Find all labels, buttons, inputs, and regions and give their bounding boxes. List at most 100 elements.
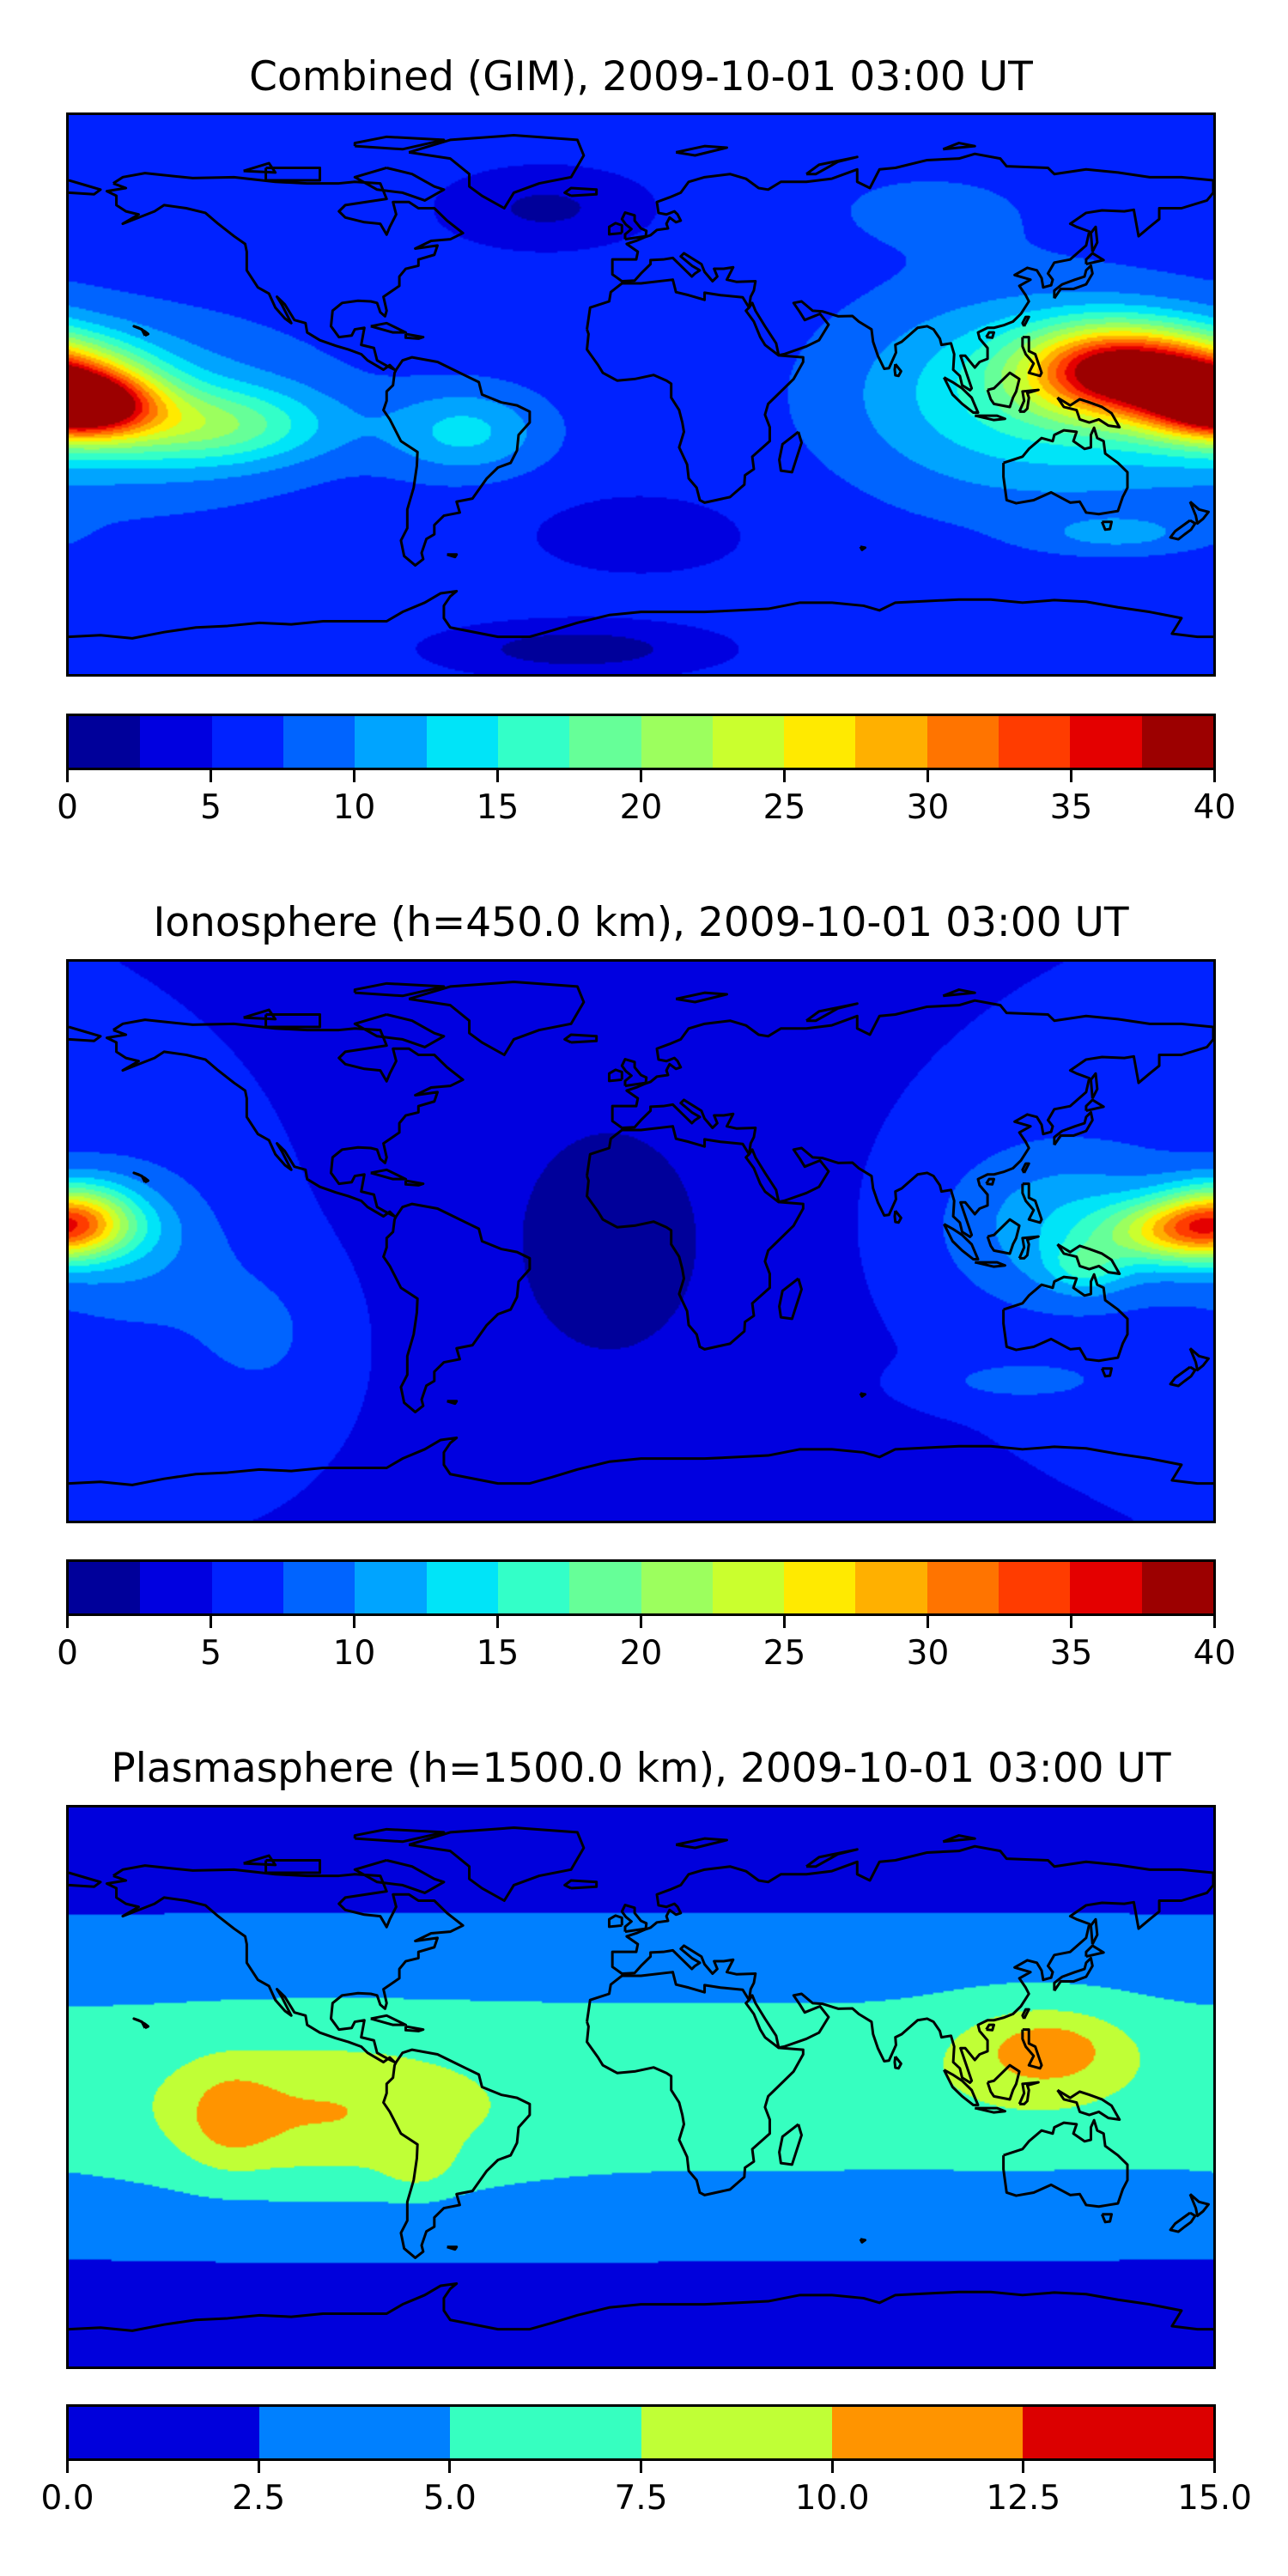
coastline-madagascar <box>780 2124 802 2165</box>
coastline-sakhalin <box>1091 1919 1097 1944</box>
colorbar-tick-label: 15 <box>476 788 519 827</box>
colorbar-tick-mark <box>830 2461 834 2473</box>
coastline-antarctica <box>69 591 1213 638</box>
colorbar-tick-label: 40 <box>1193 788 1236 827</box>
coastline-svalbard <box>676 1838 726 1848</box>
coastline-hokkaido <box>1086 253 1103 264</box>
coastline-new-guinea <box>1058 398 1120 427</box>
colorbar-level-4 <box>831 2407 1023 2458</box>
colorbar-tick-mark <box>496 1616 499 1628</box>
colorbar-tick-mark <box>640 1616 642 1628</box>
colorbar-tick-mark <box>210 1616 212 1628</box>
coastline-greenland <box>409 982 584 1055</box>
colorbar-tick-mark <box>353 770 355 782</box>
coastline-new-guinea <box>1058 2090 1120 2119</box>
coastline-australia <box>1004 428 1127 514</box>
colorbar-tick-label: 35 <box>1049 788 1093 827</box>
coastline-new-guinea <box>1058 1244 1120 1273</box>
coastline-philippines <box>1023 2030 1042 2069</box>
coastline-falklands <box>447 555 457 557</box>
coastline-severnaya <box>943 1836 975 1842</box>
colorbar-tick-mark <box>66 1616 69 1628</box>
colorbar-tick-label: 15.0 <box>1177 2479 1252 2518</box>
colorbar-tick-mark <box>1022 2461 1025 2473</box>
coastline-eurasia <box>612 154 1213 390</box>
colorbar-level-15 <box>1141 716 1213 768</box>
coastline-chukotka <box>69 1873 100 1886</box>
colorbar-tick-mark <box>210 770 212 782</box>
colorbar-level-6 <box>497 1562 570 1613</box>
colorbar-level-10 <box>784 1562 856 1613</box>
colorbar-tick-label: 40 <box>1193 1634 1236 1673</box>
colorbar-tick-mark <box>66 2461 69 2473</box>
colorbar-tick-label: 7.5 <box>614 2479 668 2518</box>
coastline-hawaii <box>134 1173 149 1182</box>
coastline-taiwan <box>1023 2009 1029 2019</box>
coastline-sri-lanka <box>895 2057 901 2069</box>
colorbar-level-0 <box>69 2407 260 2458</box>
colorbar-tick-mark <box>1213 1616 1216 1628</box>
colorbar-level-3 <box>283 1562 355 1613</box>
colorbar-tick-mark <box>448 2461 452 2473</box>
colorbar-level-14 <box>1070 1562 1142 1613</box>
coastline-japan <box>1054 1958 1092 1990</box>
coastline-ireland <box>609 1916 622 1927</box>
coastline-banks <box>244 1010 276 1019</box>
colorbar-level-2 <box>211 1562 283 1613</box>
colorbar-tick-label: 20 <box>619 1634 663 1673</box>
colorbar-level-0 <box>69 716 141 768</box>
coastline-baffin <box>355 1014 444 1047</box>
colorbar-level-2 <box>211 716 283 768</box>
coastline-tasmania <box>1102 2215 1111 2222</box>
colorbar-tick-label: 35 <box>1049 1634 1093 1673</box>
colorbar-level-8 <box>641 716 713 768</box>
colorbar-level-5 <box>1022 2407 1214 2458</box>
coastline-ellesmere <box>355 137 444 149</box>
coastline-antarctica <box>69 2283 1213 2330</box>
colorbar-tick-mark <box>783 1616 786 1628</box>
colorbar-level-0 <box>69 1562 141 1613</box>
coastline-banks <box>244 163 276 173</box>
colorbar-tick-label: 5 <box>200 788 222 827</box>
colorbar-tick-mark <box>927 770 929 782</box>
coastline-new-zealand-south <box>1170 1367 1195 1386</box>
coastline-banks <box>244 1856 276 1865</box>
colorbar-level-12 <box>927 1562 999 1613</box>
coastline-borneo <box>987 1219 1019 1254</box>
coastline-south-america <box>384 1204 530 1412</box>
coastline-baffin <box>355 167 444 200</box>
coastline-novaya-zemlya <box>806 157 857 174</box>
coastline-taiwan <box>1023 1163 1029 1173</box>
coastline-antarctica <box>69 1437 1213 1485</box>
colorbar-level-7 <box>569 716 641 768</box>
coastline-sakhalin <box>1091 1073 1097 1098</box>
colorbar-level-8 <box>641 1562 713 1613</box>
coastline-victoria <box>266 167 320 179</box>
colorbar-tick-label: 25 <box>762 788 806 827</box>
coastline-falklands <box>447 1401 457 1404</box>
colorbar-level-4 <box>355 716 427 768</box>
colorbar-level-11 <box>855 716 927 768</box>
coastline-sri-lanka <box>895 364 901 376</box>
coastline-north-america <box>106 173 463 370</box>
map-ionosphere <box>66 959 1216 1523</box>
coastline-falklands <box>447 2247 457 2250</box>
coastline-chukotka <box>69 1027 100 1041</box>
coastline-kerguelen <box>860 2239 866 2243</box>
colorbar-level-9 <box>712 716 785 768</box>
colorbar-tick-label: 10 <box>332 1634 376 1673</box>
coastline-tasmania <box>1102 1369 1111 1376</box>
coastline-taiwan <box>1023 317 1029 326</box>
colorbar-level-1 <box>140 1562 212 1613</box>
coastline-severnaya <box>943 990 975 996</box>
colorbar-tick-mark <box>640 770 642 782</box>
colorbar-combined <box>66 714 1216 770</box>
coastline-hainan <box>987 1179 994 1184</box>
colorbar-level-11 <box>855 1562 927 1613</box>
colorbar-level-1 <box>140 716 212 768</box>
coastline-hispaniola <box>405 334 422 338</box>
coastline-hainan <box>987 332 994 337</box>
colorbar-level-6 <box>497 716 570 768</box>
coastline-victoria <box>266 1860 320 1872</box>
coastline-north-america <box>106 1020 463 1217</box>
